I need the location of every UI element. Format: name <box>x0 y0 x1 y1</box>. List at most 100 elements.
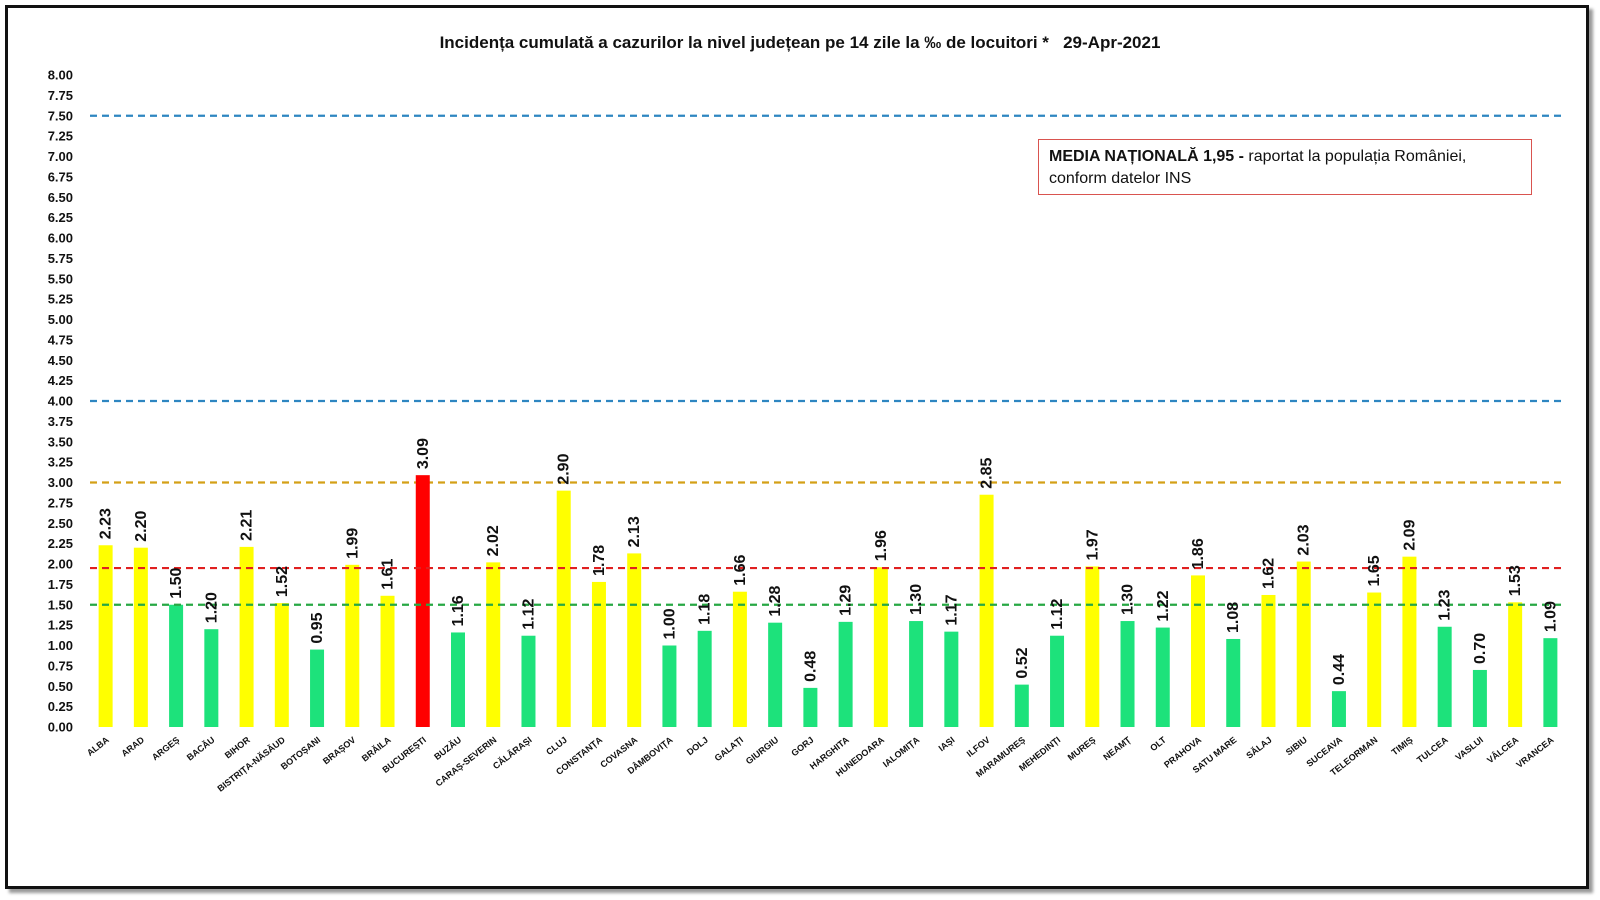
data-label: 1.97 <box>1084 529 1101 560</box>
data-label: 1.66 <box>732 554 749 585</box>
y-tick-label: 1.00 <box>48 638 73 653</box>
x-category-label: VRANCEA <box>1514 734 1556 770</box>
x-category-label: ILFOV <box>965 735 992 759</box>
data-label: 1.23 <box>1437 590 1454 621</box>
note-line2: conform datelor INS <box>1049 170 1192 187</box>
bar <box>1014 684 1029 727</box>
data-label: 2.21 <box>239 510 256 541</box>
reference-lines-over-bars <box>90 566 1562 606</box>
bar <box>662 645 677 727</box>
bars-group <box>98 475 1558 727</box>
data-label: 1.18 <box>697 594 714 625</box>
y-tick-label: 4.00 <box>48 394 73 409</box>
data-label: 1.99 <box>344 528 361 559</box>
bar <box>169 604 184 727</box>
bar <box>1261 594 1276 727</box>
x-category-label: CLUJ <box>544 735 569 757</box>
bar <box>345 564 360 727</box>
y-tick-label: 3.00 <box>48 475 73 490</box>
reference-lines <box>90 114 1562 484</box>
data-label: 0.44 <box>1331 654 1348 685</box>
data-label: 2.13 <box>626 516 643 547</box>
data-label: 0.48 <box>802 651 819 682</box>
x-category-label: NEAMȚ <box>1101 734 1133 762</box>
y-tick-label: 0.50 <box>48 679 73 694</box>
bar <box>838 621 853 727</box>
bar <box>1331 691 1346 727</box>
y-tick-label: 7.25 <box>48 129 73 144</box>
y-tick-label: 1.75 <box>48 577 73 592</box>
bar <box>1508 602 1523 727</box>
bar <box>239 546 254 727</box>
x-category-label: ARAD <box>119 734 146 758</box>
national-average-note: MEDIA NAȚIONALĂ 1,95 - raportat la popul… <box>1038 139 1532 195</box>
data-label: 1.86 <box>1190 538 1207 569</box>
data-label: 2.85 <box>979 457 996 488</box>
x-category-label: BRAȘOV <box>321 735 358 767</box>
x-category-label: SIBIU <box>1284 735 1309 758</box>
bar <box>415 475 430 727</box>
x-category-label: BISTRIȚA-NĂSĂUD <box>215 734 287 793</box>
data-label: 1.09 <box>1542 601 1559 632</box>
data-label: 1.28 <box>767 585 784 616</box>
note-line1: raportat la populația României, <box>1243 148 1467 165</box>
x-category-label: VASLUI <box>1453 735 1485 763</box>
data-label: 1.61 <box>380 559 397 590</box>
data-label: 1.96 <box>873 530 890 561</box>
y-tick-label: 6.25 <box>48 210 73 225</box>
y-tick-label: 5.50 <box>48 271 73 286</box>
data-label: 2.20 <box>133 510 150 541</box>
bar <box>380 595 395 727</box>
y-tick-label: 6.50 <box>48 190 73 205</box>
data-label: 1.29 <box>838 585 855 616</box>
y-tick-label: 4.75 <box>48 332 73 347</box>
y-tick-label: 5.00 <box>48 312 73 327</box>
y-tick-label: 2.00 <box>48 557 73 572</box>
bar <box>310 649 325 727</box>
y-tick-label: 7.00 <box>48 149 73 164</box>
data-label: 1.30 <box>908 584 925 615</box>
bar <box>98 545 113 727</box>
bar <box>873 567 888 727</box>
y-tick-label: 4.25 <box>48 373 73 388</box>
x-category-label: BIHOR <box>223 734 252 760</box>
bar <box>1085 566 1100 727</box>
data-label: 2.03 <box>1296 524 1313 555</box>
bar <box>1226 638 1241 727</box>
x-category-label: TULCEA <box>1415 734 1450 765</box>
data-labels-group: 2.23 2.20 1.50 1.20 2.21 1.52 0.95 1.99 1.61 3.09… <box>98 438 1560 685</box>
x-category-label: IAȘI <box>937 735 957 754</box>
data-label: 1.12 <box>1049 598 1066 629</box>
y-tick-label: 3.50 <box>48 434 73 449</box>
bar <box>556 490 571 727</box>
data-label: 1.20 <box>203 592 220 623</box>
bar <box>768 622 783 727</box>
y-tick-label: 2.75 <box>48 495 73 510</box>
bar <box>1402 556 1417 727</box>
bar <box>1050 635 1065 727</box>
x-category-label: GORJ <box>789 735 815 759</box>
data-label: 0.95 <box>309 612 326 643</box>
y-tick-label: 0.00 <box>48 720 73 735</box>
bar <box>1367 592 1382 727</box>
bar <box>803 687 818 727</box>
y-tick-label: 3.75 <box>48 414 73 429</box>
bar <box>591 581 606 727</box>
bar <box>979 494 994 727</box>
x-category-label: CĂLĂRAȘI <box>491 735 534 772</box>
bar <box>909 621 924 727</box>
x-category-label: ARGEȘ <box>150 735 181 763</box>
y-tick-label: 3.25 <box>48 455 73 470</box>
data-label: 3.09 <box>415 438 432 469</box>
y-tick-label: 6.00 <box>48 231 73 246</box>
data-label: 2.23 <box>98 508 115 539</box>
y-tick-label: 5.25 <box>48 292 73 307</box>
data-label: 2.90 <box>556 453 573 484</box>
bar <box>1155 627 1170 727</box>
data-label: 1.53 <box>1507 565 1524 596</box>
bar <box>486 562 501 727</box>
data-label: 1.30 <box>1120 584 1137 615</box>
data-label: 1.78 <box>591 545 608 576</box>
x-category-label: BACĂU <box>185 735 217 763</box>
